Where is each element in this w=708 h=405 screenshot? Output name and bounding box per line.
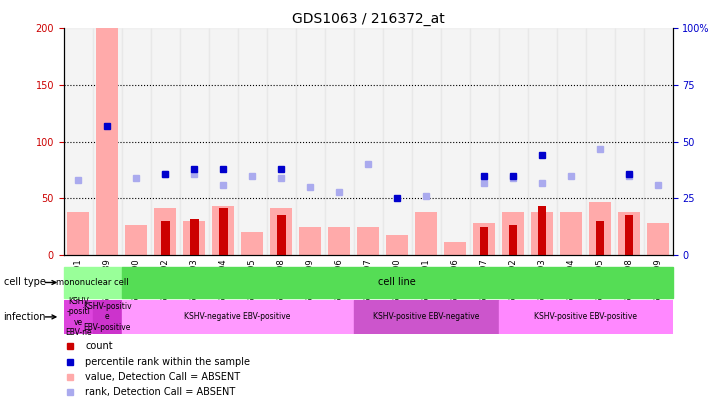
- Bar: [64, 28, 93, 255]
- Bar: [209, 28, 238, 255]
- Bar: [382, 28, 411, 255]
- Bar: [416, 212, 437, 255]
- Bar: [586, 28, 615, 255]
- Bar: [299, 227, 321, 255]
- Bar: [358, 227, 379, 255]
- Bar: [93, 28, 122, 255]
- Bar: [354, 300, 498, 334]
- Bar: [445, 241, 466, 255]
- Bar: [161, 221, 169, 255]
- Bar: [96, 28, 118, 255]
- Bar: [296, 28, 325, 255]
- Text: KSHV-positive EBV-negative: KSHV-positive EBV-negative: [373, 312, 479, 322]
- Bar: [440, 28, 469, 255]
- Bar: [64, 300, 93, 334]
- Bar: [556, 28, 586, 255]
- Text: percentile rank within the sample: percentile rank within the sample: [85, 357, 250, 367]
- Bar: [329, 227, 350, 255]
- Bar: [387, 235, 408, 255]
- Bar: [122, 300, 354, 334]
- Bar: [473, 224, 495, 255]
- Bar: [538, 207, 547, 255]
- Bar: [180, 28, 209, 255]
- Bar: [595, 221, 605, 255]
- Text: mononuclear cell: mononuclear cell: [57, 278, 129, 287]
- Bar: [589, 202, 611, 255]
- Bar: [480, 227, 489, 255]
- Title: GDS1063 / 216372_at: GDS1063 / 216372_at: [292, 12, 445, 26]
- Text: KSHV-negative EBV-positive: KSHV-negative EBV-positive: [185, 312, 291, 322]
- Bar: [644, 28, 673, 255]
- Text: count: count: [85, 341, 113, 352]
- Bar: [125, 224, 147, 255]
- Bar: [498, 300, 673, 334]
- Text: cell line: cell line: [378, 277, 416, 288]
- Bar: [647, 224, 669, 255]
- Bar: [67, 212, 89, 255]
- Bar: [498, 28, 527, 255]
- Bar: [502, 212, 524, 255]
- Bar: [531, 212, 553, 255]
- Text: rank, Detection Call = ABSENT: rank, Detection Call = ABSENT: [85, 387, 235, 397]
- Bar: [151, 28, 180, 255]
- Bar: [154, 207, 176, 255]
- Bar: [560, 212, 582, 255]
- Bar: [183, 221, 205, 255]
- Text: value, Detection Call = ABSENT: value, Detection Call = ABSENT: [85, 372, 240, 382]
- Text: cell type: cell type: [4, 277, 45, 288]
- Bar: [219, 207, 227, 255]
- Bar: [267, 28, 296, 255]
- Bar: [615, 28, 644, 255]
- Bar: [527, 28, 556, 255]
- Bar: [354, 28, 382, 255]
- Bar: [270, 207, 292, 255]
- Bar: [509, 224, 518, 255]
- Bar: [93, 300, 122, 334]
- Bar: [325, 28, 354, 255]
- Bar: [277, 215, 285, 255]
- Text: KSHV
-positi
ve
EBV-ne: KSHV -positi ve EBV-ne: [65, 297, 91, 337]
- Bar: [212, 207, 234, 255]
- Bar: [122, 28, 151, 255]
- Text: KSHV-positive EBV-positive: KSHV-positive EBV-positive: [534, 312, 637, 322]
- Bar: [241, 232, 263, 255]
- Bar: [64, 267, 122, 298]
- Bar: [624, 215, 634, 255]
- Bar: [469, 28, 498, 255]
- Bar: [618, 212, 640, 255]
- Text: infection: infection: [4, 312, 46, 322]
- Text: KSHV-positiv
e
EBV-positive: KSHV-positiv e EBV-positive: [83, 302, 132, 332]
- Bar: [411, 28, 440, 255]
- Bar: [190, 219, 198, 255]
- Bar: [238, 28, 267, 255]
